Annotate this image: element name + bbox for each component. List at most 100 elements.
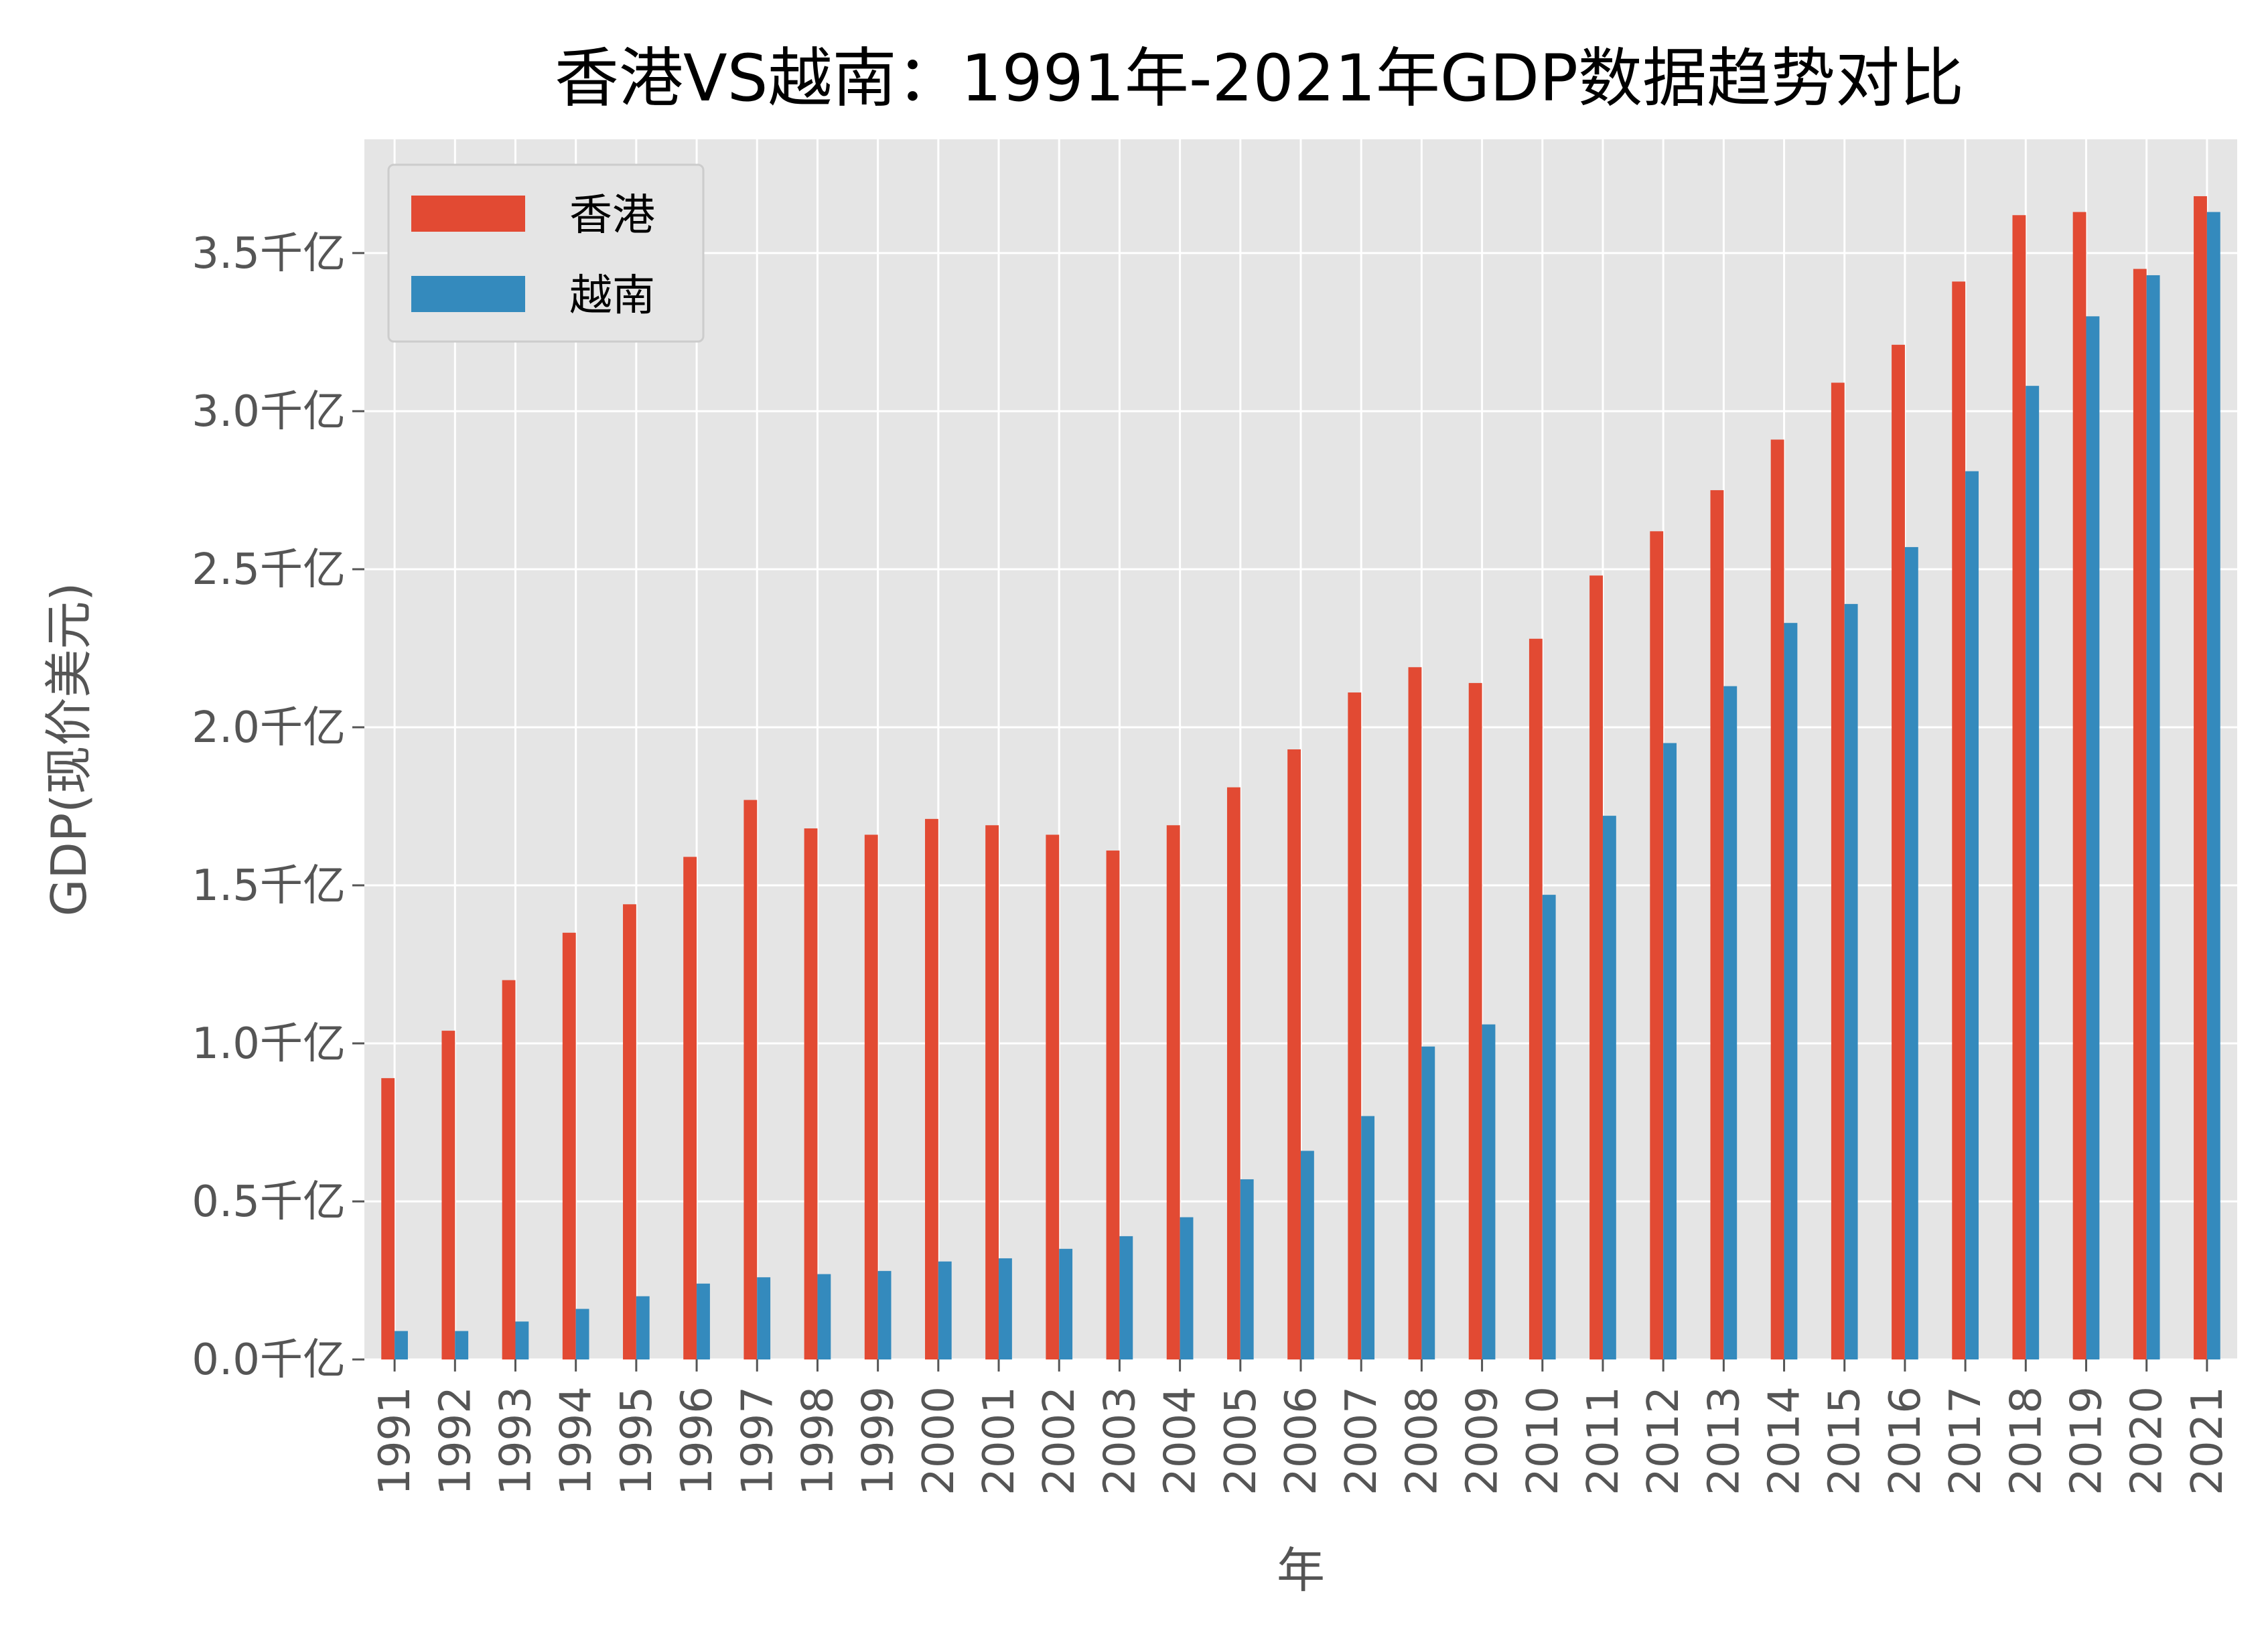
bar-hong-kong-2009: [1468, 682, 1482, 1359]
x-tick-label: 1994: [552, 1386, 601, 1495]
x-tick-label: 2008: [1397, 1386, 1447, 1495]
bar-vietnam-1994: [575, 1309, 589, 1359]
x-tick-label: 2000: [914, 1386, 964, 1495]
bar-vietnam-2010: [1542, 895, 1556, 1359]
bar-vietnam-2004: [1180, 1217, 1194, 1359]
x-tick-label: 2019: [2062, 1386, 2112, 1495]
bar-vietnam-2002: [1059, 1248, 1073, 1359]
y-tick-label: 3.5千亿: [192, 229, 346, 279]
bar-hong-kong-2001: [985, 825, 999, 1359]
bar-vietnam-2007: [1361, 1116, 1375, 1359]
x-tick-label: 2006: [1277, 1386, 1326, 1495]
x-axis-label: 年: [1277, 1542, 1325, 1599]
bar-hong-kong-2016: [1892, 344, 1905, 1359]
x-tick-label: 2015: [1821, 1386, 1870, 1495]
bar-hong-kong-2002: [1046, 834, 1060, 1359]
bar-vietnam-2016: [1904, 546, 1918, 1359]
bar-hong-kong-1996: [683, 857, 697, 1359]
y-tick-label: 0.0千亿: [192, 1335, 346, 1385]
bar-vietnam-1998: [817, 1274, 831, 1359]
bar-hong-kong-2015: [1831, 382, 1845, 1359]
bar-hong-kong-1994: [562, 932, 576, 1359]
bar-hong-kong-1999: [864, 834, 878, 1359]
bar-vietnam-1995: [636, 1296, 650, 1359]
x-tick-label: 2007: [1337, 1386, 1387, 1495]
x-tick-label: 2004: [1156, 1386, 1206, 1495]
bar-hong-kong-2000: [924, 818, 938, 1359]
legend-box: [387, 163, 705, 343]
x-tick-label: 1999: [854, 1386, 904, 1495]
bars: [381, 196, 2220, 1360]
x-tick-label: 2020: [2123, 1386, 2172, 1495]
bar-hong-kong-2012: [1650, 531, 1664, 1360]
y-tick-label: 0.5千亿: [192, 1177, 346, 1227]
bar-vietnam-2000: [938, 1261, 952, 1359]
bar-vietnam-2006: [1301, 1151, 1314, 1359]
x-tick-label: 2014: [1760, 1386, 1810, 1495]
x-tick-label: 2021: [2183, 1386, 2232, 1495]
bar-hong-kong-2004: [1166, 825, 1180, 1359]
y-tick-label: 3.0千亿: [192, 387, 346, 437]
y-tick-label: 2.0千亿: [192, 703, 346, 753]
legend-label-vietnam: 越南: [569, 271, 655, 321]
bar-hong-kong-2020: [2133, 269, 2147, 1359]
y-axis-label: GDP(现价美元): [41, 583, 97, 917]
x-tick-label: 1998: [793, 1386, 843, 1495]
x-tick-label: 2013: [1699, 1386, 1749, 1495]
bar-vietnam-2011: [1602, 816, 1616, 1359]
legend-swatch-hong-kong: [411, 196, 525, 232]
bar-vietnam-2012: [1663, 743, 1677, 1359]
bar-vietnam-2015: [1844, 603, 1858, 1359]
bar-vietnam-1993: [515, 1321, 529, 1359]
bar-hong-kong-2007: [1348, 692, 1362, 1359]
bar-vietnam-2003: [1119, 1236, 1133, 1359]
bar-hong-kong-2014: [1770, 439, 1784, 1359]
bar-vietnam-2001: [999, 1258, 1012, 1359]
bar-hong-kong-1997: [743, 800, 758, 1359]
bar-vietnam-2009: [1482, 1024, 1496, 1359]
x-tick-label: 1995: [612, 1386, 662, 1495]
legend-swatch-vietnam: [411, 276, 525, 312]
bar-hong-kong-2019: [2072, 212, 2086, 1360]
x-tick-label: 1996: [672, 1386, 722, 1495]
bar-vietnam-2017: [1965, 471, 1979, 1359]
bar-hong-kong-2005: [1226, 787, 1241, 1359]
bar-vietnam-1992: [455, 1331, 469, 1359]
x-tick-label: 1993: [491, 1386, 541, 1495]
x-tick-label: 2005: [1216, 1386, 1266, 1495]
x-axis-ticks: 1991 1992 1993 1994 1995 1996 1997 1998 1999 2000…: [370, 1359, 2232, 1495]
x-tick-label: 2001: [975, 1386, 1024, 1495]
x-tick-label: 1991: [370, 1386, 420, 1495]
chart-title: 香港VS越南：1991年-2021年GDP数据趋势对比: [555, 41, 1964, 116]
legend: 香港 越南: [387, 163, 705, 343]
bar-hong-kong-2008: [1408, 667, 1422, 1359]
x-tick-label: 2012: [1639, 1386, 1689, 1495]
x-tick-label: 2011: [1579, 1386, 1628, 1495]
bar-vietnam-2018: [2026, 386, 2040, 1359]
bar-vietnam-2021: [2206, 212, 2220, 1360]
bar-vietnam-1999: [877, 1270, 892, 1359]
bar-hong-kong-1991: [381, 1078, 395, 1359]
bar-vietnam-2020: [2146, 275, 2160, 1360]
bar-vietnam-1997: [757, 1277, 771, 1359]
bar-vietnam-2008: [1421, 1046, 1435, 1359]
bar-hong-kong-2003: [1106, 851, 1120, 1359]
bar-hong-kong-2006: [1287, 749, 1301, 1359]
x-tick-label: 2018: [2001, 1386, 2051, 1495]
bar-hong-kong-2021: [2194, 196, 2207, 1359]
bar-hong-kong-2011: [1589, 575, 1603, 1359]
x-tick-label: 2009: [1458, 1386, 1508, 1495]
x-tick-label: 2016: [1881, 1386, 1930, 1495]
x-tick-label: 2002: [1035, 1386, 1084, 1495]
bar-vietnam-2019: [2086, 316, 2100, 1360]
bar-hong-kong-1993: [502, 980, 516, 1359]
bar-vietnam-1996: [697, 1283, 710, 1359]
x-tick-label: 2017: [1941, 1386, 1991, 1495]
bar-hong-kong-2013: [1710, 490, 1724, 1359]
legend-label-hong-kong: 香港: [569, 191, 655, 240]
x-tick-label: 1992: [431, 1386, 480, 1495]
bar-hong-kong-2017: [1952, 281, 1966, 1360]
x-tick-label: 2010: [1518, 1386, 1568, 1495]
bar-hong-kong-2010: [1529, 638, 1543, 1359]
